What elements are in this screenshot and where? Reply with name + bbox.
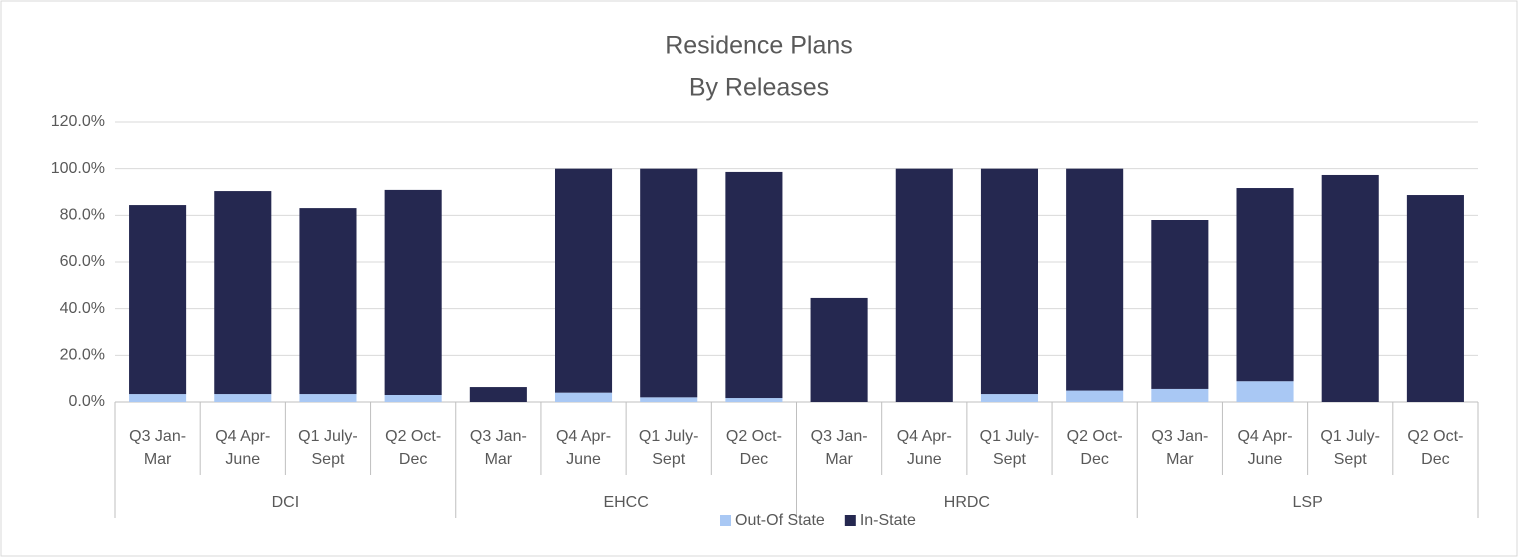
y-tick-label: 0.0% bbox=[69, 393, 105, 410]
x-tick-label: Sept bbox=[312, 451, 345, 468]
bar-segment bbox=[299, 208, 357, 395]
bar-segment bbox=[725, 398, 783, 402]
chart-subtitle: By Releases bbox=[689, 74, 829, 102]
bar-segment bbox=[1066, 390, 1124, 402]
x-tick-label: Q3 Jan- bbox=[1151, 428, 1208, 445]
x-tick-label: Q1 July- bbox=[1320, 428, 1380, 445]
bar-segment bbox=[895, 168, 953, 402]
bar-segment bbox=[1151, 388, 1209, 402]
x-tick-label: Q4 Apr- bbox=[556, 428, 611, 445]
x-tick-label: Mar bbox=[1166, 451, 1194, 468]
x-tick-label: Sept bbox=[993, 451, 1026, 468]
x-tick-label: Sept bbox=[652, 451, 685, 468]
x-tick-label: Q3 Jan- bbox=[811, 428, 868, 445]
x-tick-label: Q2 Oct- bbox=[1067, 428, 1123, 445]
bar-segment bbox=[640, 397, 698, 402]
x-tick-label: Q3 Jan- bbox=[129, 428, 186, 445]
x-tick-label: Sept bbox=[1334, 451, 1367, 468]
x-tick-label: Q1 July- bbox=[980, 428, 1040, 445]
bar-segment bbox=[810, 297, 868, 402]
group-label: HRDC bbox=[944, 494, 990, 511]
legend-label: Out-Of State bbox=[735, 512, 825, 529]
x-tick-label: Dec bbox=[1421, 451, 1449, 468]
y-tick-label: 20.0% bbox=[60, 347, 105, 364]
y-tick-label: 60.0% bbox=[60, 253, 105, 270]
bar-segment bbox=[554, 168, 613, 393]
x-tick-label: June bbox=[225, 451, 260, 468]
x-tick-label: Q1 July- bbox=[298, 428, 358, 445]
bar-segment bbox=[980, 394, 1039, 402]
bar-segment bbox=[299, 394, 357, 402]
x-tick-label: Dec bbox=[740, 451, 768, 468]
bar-segment bbox=[214, 191, 272, 395]
bar-segment bbox=[980, 168, 1039, 395]
x-tick-label: Dec bbox=[399, 451, 427, 468]
legend-swatch bbox=[844, 515, 856, 526]
group-label: EHCC bbox=[603, 494, 648, 511]
x-tick-label: June bbox=[1248, 451, 1283, 468]
legend-swatch bbox=[720, 515, 731, 526]
bar-segment bbox=[640, 168, 698, 398]
bar-segment bbox=[1406, 195, 1464, 402]
x-tick-label: Q2 Oct- bbox=[726, 428, 782, 445]
x-tick-label: June bbox=[907, 451, 942, 468]
bar-segment bbox=[129, 205, 187, 395]
x-tick-label: Mar bbox=[825, 451, 853, 468]
bar-segment bbox=[1321, 174, 1379, 402]
x-tick-label: Q3 Jan- bbox=[470, 428, 527, 445]
bar-segment bbox=[1236, 188, 1294, 382]
x-tick-label: Q4 Apr- bbox=[215, 428, 270, 445]
y-tick-label: 80.0% bbox=[60, 207, 105, 224]
bar-segment bbox=[469, 387, 527, 402]
x-tick-label: Q2 Oct- bbox=[1407, 428, 1463, 445]
x-tick-label: Q4 Apr- bbox=[1237, 428, 1292, 445]
x-tick-label: Q4 Apr- bbox=[897, 428, 952, 445]
bar-segment bbox=[129, 394, 187, 402]
y-tick-label: 120.0% bbox=[51, 113, 105, 130]
y-tick-label: 100.0% bbox=[51, 160, 105, 177]
bar-segment bbox=[554, 392, 613, 402]
x-tick-label: Mar bbox=[144, 451, 172, 468]
x-tick-label: Q2 Oct- bbox=[385, 428, 441, 445]
bar-segment bbox=[384, 395, 442, 402]
group-label: DCI bbox=[272, 494, 300, 511]
chart-title: Residence Plans bbox=[665, 32, 853, 60]
group-label: LSP bbox=[1293, 494, 1323, 511]
bar-segment bbox=[214, 394, 272, 402]
y-tick-label: 40.0% bbox=[60, 300, 105, 317]
legend-label: In-State bbox=[860, 512, 916, 529]
bar-segment bbox=[1151, 220, 1209, 389]
x-tick-label: June bbox=[566, 451, 601, 468]
bar-segment bbox=[1066, 168, 1124, 391]
bar-segment bbox=[384, 189, 442, 395]
bar-segment bbox=[1236, 381, 1294, 402]
x-tick-label: Mar bbox=[485, 451, 513, 468]
x-tick-label: Q1 July- bbox=[639, 428, 699, 445]
bar-segment bbox=[725, 171, 783, 399]
x-tick-label: Dec bbox=[1080, 451, 1108, 468]
